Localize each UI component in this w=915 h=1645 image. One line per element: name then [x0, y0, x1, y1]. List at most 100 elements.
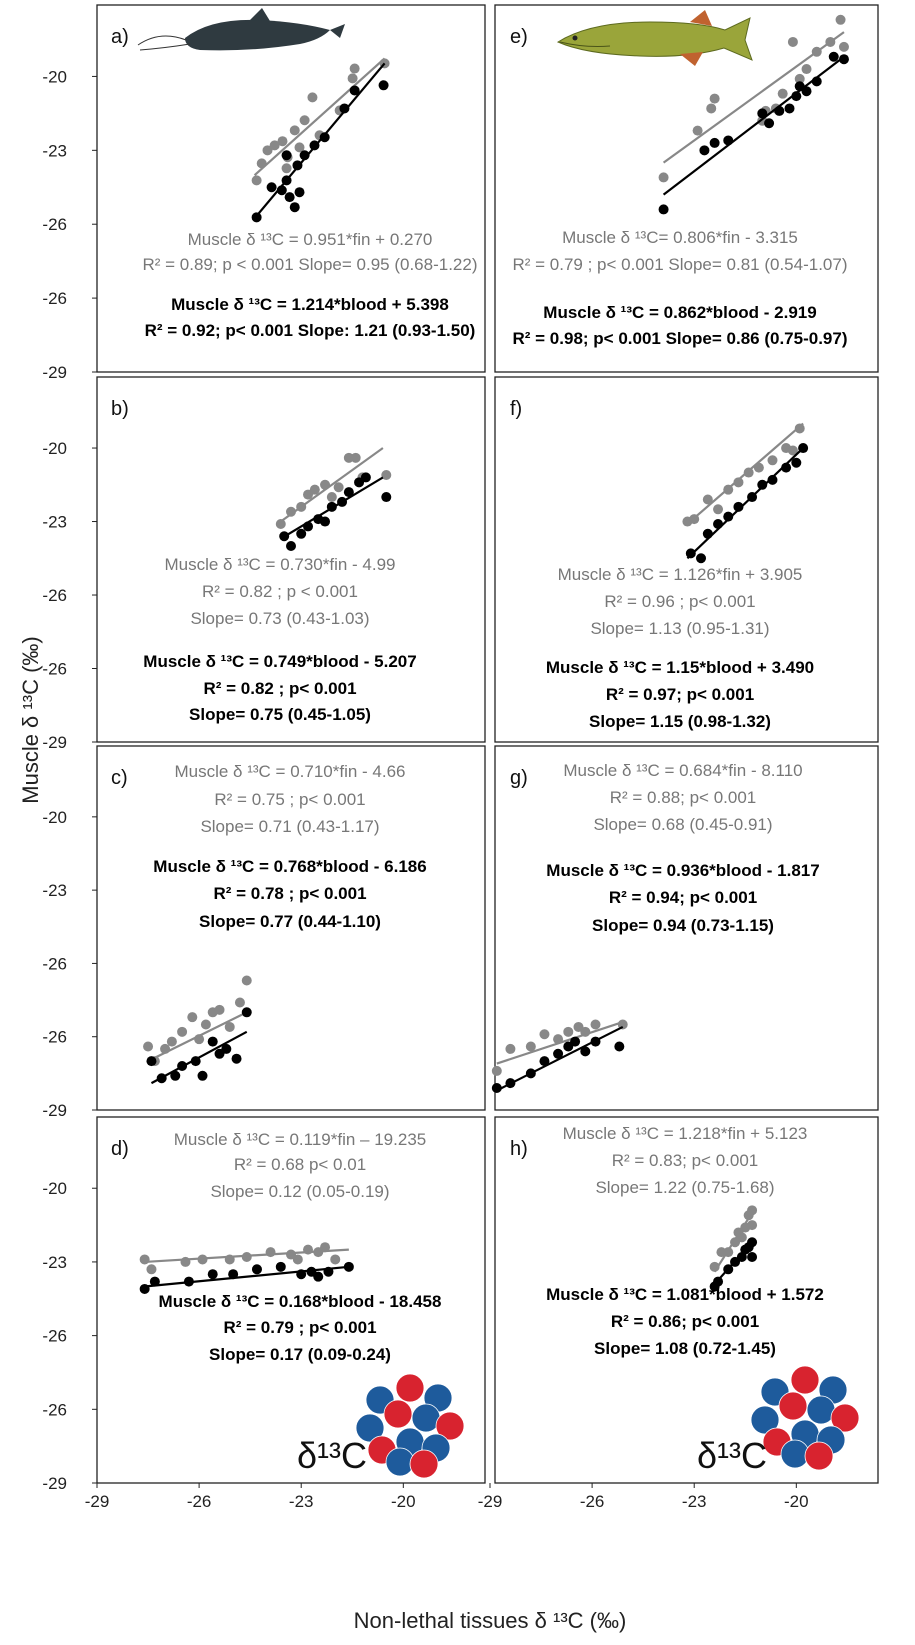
pike-illustration: [556, 10, 753, 66]
panel-label: c): [111, 767, 128, 789]
data-point: [825, 36, 836, 47]
data-point: [743, 467, 754, 478]
equation-text: Muscle δ ¹³C = 1.15*blood + 3.490: [546, 658, 814, 677]
data-point: [838, 54, 849, 65]
equation-text: Muscle δ ¹³C = 0.684*fin - 8.110: [563, 761, 802, 780]
y-tick-label: -26: [42, 215, 67, 234]
carbon-atom-cluster: [355, 1365, 860, 1479]
data-point: [166, 1036, 177, 1047]
panel-label: e): [510, 26, 528, 48]
data-point: [723, 484, 734, 495]
data-point: [326, 492, 337, 503]
data-point: [187, 1012, 198, 1023]
equation-text: Muscle δ ¹³C = 0.749*blood - 5.207: [143, 652, 416, 671]
data-point: [702, 528, 713, 539]
isotope-logo: δ¹³C: [297, 1435, 367, 1476]
data-point: [794, 423, 805, 434]
equation-text: Slope= 0.17 (0.09-0.24): [209, 1345, 391, 1364]
data-point: [303, 1244, 314, 1255]
x-tick-label: -26: [580, 1492, 605, 1511]
y-tick-label: -20: [42, 439, 67, 458]
data-point: [194, 1034, 205, 1045]
equation-text: Muscle δ ¹³C = 0.710*fin - 4.66: [174, 762, 405, 781]
data-point: [505, 1043, 516, 1054]
y-tick-label: -26: [42, 1400, 67, 1419]
data-point: [330, 1254, 341, 1265]
equation-text: Slope= 0.71 (0.43-1.17): [200, 817, 379, 836]
data-point: [197, 1070, 208, 1081]
data-point: [279, 531, 290, 542]
data-point: [241, 1252, 252, 1263]
y-tick-label: -20: [42, 67, 67, 86]
data-point: [207, 1269, 218, 1280]
data-point: [747, 1237, 758, 1248]
data-point: [343, 487, 354, 498]
data-point: [757, 108, 768, 119]
data-point: [241, 975, 252, 986]
equation-text: R² = 0.75 ; p< 0.001: [214, 790, 365, 809]
data-point: [231, 1053, 242, 1064]
data-point: [713, 518, 724, 529]
equation-text: Muscle δ ¹³C = 1.081*blood + 1.572: [546, 1285, 824, 1304]
equation-text: R² = 0.97; p< 0.001: [606, 685, 754, 704]
equation-text: Muscle δ ¹³C= 0.806*fin - 3.315: [562, 228, 798, 247]
data-point: [747, 1205, 758, 1216]
data-point: [590, 1019, 601, 1030]
equation-text: Muscle δ ¹³C = 0.768*blood - 6.186: [153, 857, 426, 876]
data-point: [764, 118, 775, 129]
data-point: [149, 1276, 160, 1287]
equation-text: R² = 0.79 ; p< 0.001 Slope= 0.81 (0.54-1…: [512, 255, 847, 274]
data-point: [723, 135, 734, 146]
panel-label: a): [111, 26, 129, 48]
atom: [804, 1441, 834, 1471]
data-point: [723, 1264, 734, 1275]
regression-line: [253, 57, 386, 177]
y-tick-label: -23: [42, 881, 67, 900]
equation-text: Muscle δ ¹³C = 0.168*blood - 18.458: [159, 1292, 442, 1311]
data-point: [505, 1078, 516, 1089]
data-point: [343, 1261, 354, 1272]
equation-text: R² = 0.78 ; p< 0.001: [213, 884, 366, 903]
data-point: [753, 462, 764, 473]
data-point: [221, 1043, 232, 1054]
regression-line: [150, 1030, 248, 1085]
data-point: [294, 187, 305, 198]
data-point: [723, 511, 734, 522]
data-point: [177, 1026, 188, 1037]
panel-frame: [494, 376, 879, 743]
equation-text: R² = 0.92; p< 0.001 Slope: 1.21 (0.93-1.…: [145, 321, 476, 340]
y-tick-label: -20: [42, 808, 67, 827]
data-point: [747, 1252, 758, 1263]
data-point: [299, 115, 310, 126]
atom: [435, 1411, 465, 1441]
y-tick-label: -29: [42, 1474, 67, 1493]
data-point: [289, 202, 300, 213]
data-point: [275, 518, 286, 529]
data-point: [307, 92, 318, 103]
equation-text: Slope= 0.77 (0.44-1.10): [199, 912, 381, 931]
equation-text: Slope= 1.15 (0.98-1.32): [589, 712, 771, 731]
data-point: [294, 142, 305, 153]
data-point: [266, 182, 277, 193]
data-point: [214, 1004, 225, 1015]
atom: [395, 1373, 425, 1403]
data-point: [614, 1041, 625, 1052]
atom: [790, 1365, 820, 1395]
data-point: [160, 1043, 171, 1054]
data-point: [835, 14, 846, 25]
data-point: [709, 93, 720, 104]
data-point: [349, 63, 360, 74]
data-point: [580, 1046, 591, 1057]
data-point: [170, 1070, 181, 1081]
x-tick-label: -29: [478, 1492, 503, 1511]
data-point: [689, 514, 700, 525]
panel-label: d): [111, 1138, 129, 1160]
data-point: [251, 175, 262, 186]
data-point: [319, 132, 330, 143]
data-point: [767, 474, 778, 485]
equation-text: R² = 0.86; p< 0.001: [611, 1312, 759, 1331]
data-point: [491, 1065, 502, 1076]
data-point: [733, 501, 744, 512]
data-point: [320, 1242, 331, 1253]
data-point: [296, 1269, 307, 1280]
